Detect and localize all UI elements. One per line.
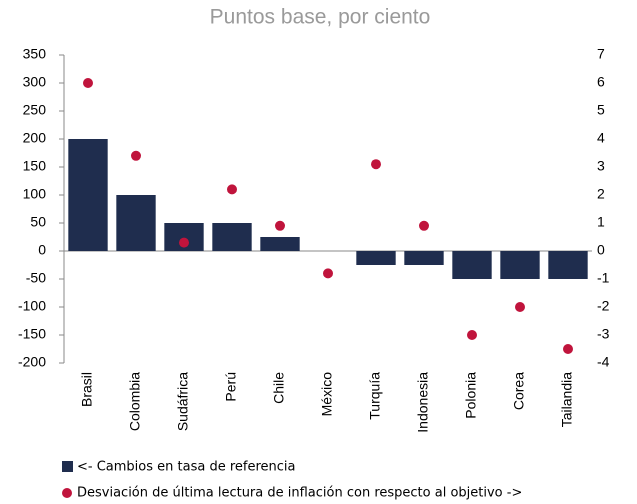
legend-label: <- Cambios en tasa de referencia: [77, 460, 296, 475]
dot: [467, 330, 477, 340]
y2-tick-label: -1: [597, 270, 610, 286]
y2-tick-label: 4: [597, 130, 605, 146]
y2-tick-label: 1: [597, 214, 605, 230]
bar: [68, 139, 108, 251]
bar: [260, 237, 300, 251]
x-tick-label: Indonesia: [415, 372, 431, 433]
x-tick-label: Brasil: [79, 372, 95, 407]
y-tick-label: 50: [30, 214, 46, 230]
bar: [212, 223, 252, 251]
y2-tick-label: -2: [597, 298, 610, 314]
y-tick-label: 200: [23, 130, 47, 146]
bar: [548, 251, 588, 279]
dot: [515, 302, 525, 312]
dot: [419, 220, 429, 231]
y-tick-label: 300: [23, 74, 47, 90]
dot: [275, 220, 285, 231]
y-tick-label: 150: [23, 158, 47, 174]
dot: [131, 150, 141, 161]
x-tick-label: Colombia: [127, 372, 143, 431]
y-tick-label: 350: [23, 46, 47, 62]
y2-tick-label: 7: [597, 46, 605, 62]
legend-swatch: [62, 488, 72, 498]
y2-tick-label: 0: [597, 242, 605, 258]
x-tick-label: Chile: [271, 372, 287, 404]
x-tick-label: Corea: [511, 372, 527, 410]
x-tick-label: Sudáfrica: [175, 372, 191, 431]
bar: [116, 195, 156, 251]
x-tick-label: Tailandia: [559, 372, 575, 427]
y-tick-label: 100: [23, 186, 47, 202]
bar: [356, 251, 396, 265]
bar: [404, 251, 444, 265]
dot: [227, 184, 237, 195]
x-tick-label: Perú: [223, 372, 239, 402]
legend-swatch: [62, 461, 73, 472]
dot: [371, 159, 381, 170]
y-tick-label: -150: [18, 326, 46, 342]
y-tick-label: 250: [23, 102, 47, 118]
y-tick-label: -100: [18, 298, 46, 314]
y-tick-label: 0: [38, 242, 46, 258]
y2-tick-label: -3: [597, 326, 610, 342]
bar: [452, 251, 492, 279]
x-tick-label: Polonia: [463, 372, 479, 419]
y-tick-label: -200: [18, 354, 46, 370]
y-tick-label: -50: [26, 270, 46, 286]
legend-label: Desviación de última lectura de inflació…: [77, 486, 522, 501]
y2-tick-label: -4: [597, 354, 610, 370]
y2-tick-label: 3: [597, 158, 605, 174]
dot: [323, 268, 333, 279]
y2-tick-label: 6: [597, 74, 605, 90]
dot: [179, 237, 189, 248]
y2-tick-label: 5: [597, 102, 605, 118]
dot: [83, 78, 93, 88]
y2-tick-label: 2: [597, 186, 605, 202]
x-tick-label: Turquía: [367, 372, 383, 420]
dot: [563, 344, 573, 354]
x-tick-label: México: [319, 372, 335, 417]
chart-subtitle: Puntos base, por ciento: [210, 6, 431, 29]
bar: [500, 251, 540, 279]
